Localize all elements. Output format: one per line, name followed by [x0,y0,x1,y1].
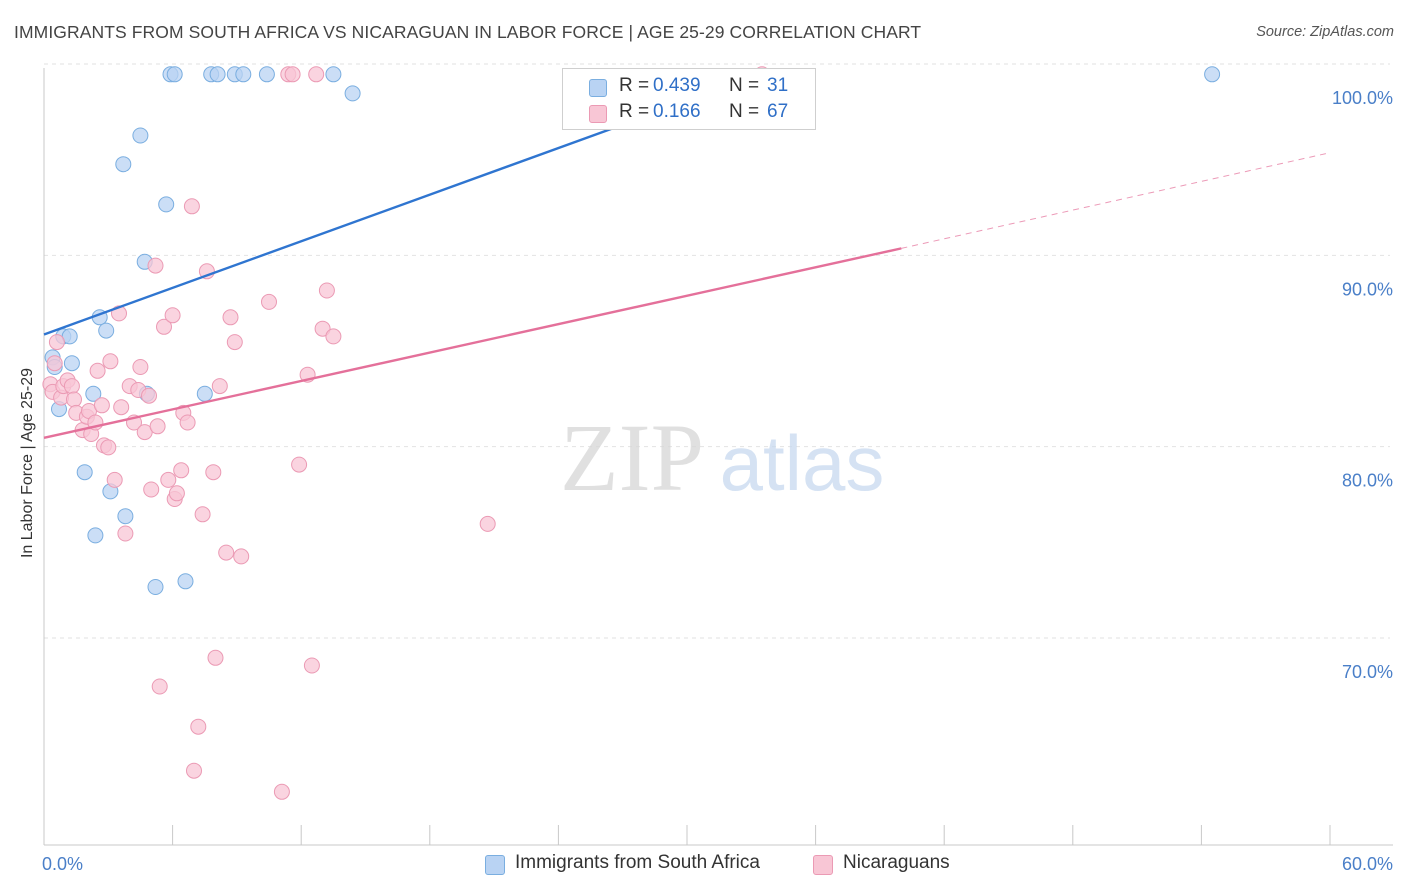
bottom-legend-swatch-blue [485,855,505,875]
nicaraguan-point [100,439,117,456]
tick-labels: 70.0% 80.0% 90.0% 100.0% 0.0% 60.0% [42,88,1393,874]
nicaraguan-point [164,307,181,324]
nicaraguan-point [233,548,250,565]
nicaraguan-point [325,328,342,345]
south-africa-point [166,66,183,83]
south-africa-point [76,464,93,481]
south-africa-point [115,156,132,173]
nicaraguan-point [284,66,301,83]
south-africa-point [132,127,149,144]
watermark-zip: ZIP [560,404,704,511]
south-africa-point [177,573,194,590]
nicaraguan-point [106,471,123,488]
south-africa-point [344,85,361,102]
nicaraguan-point [205,464,222,481]
legend-n-value: 67 [767,101,789,122]
south-africa-point [147,579,164,595]
data-points [42,66,1221,800]
legend-r-value: 0.439 [653,75,701,96]
nicaraguan-point [89,362,106,379]
nicaraguan-trend-line [43,247,902,439]
watermark: ZIP atlas [560,404,884,511]
nicaraguan-point [147,257,164,274]
nicaraguan-point [141,387,157,404]
nicaraguan-point [113,399,130,416]
nicaraguan-point [168,485,185,502]
south-africa-point [158,196,175,213]
nicaraguan-point [318,282,335,299]
legend-r-value: 0.166 [653,101,701,122]
nicaraguan-point [173,462,190,479]
nicaraguan-point [66,391,82,408]
south-africa-point [258,66,275,83]
y-tick-label: 100.0% [1332,88,1393,108]
nicaraguan-point [479,515,496,532]
gridlines [44,63,1390,639]
nicaraguan-point [186,762,202,779]
legend-r-label: R = [619,101,650,122]
chart-title: IMMIGRANTS FROM SOUTH AFRICA VS NICARAGU… [14,22,922,42]
south-africa-point [98,322,115,339]
legend-swatch-pink [589,105,607,123]
legend-n-value: 31 [767,75,789,96]
bottom-legend-label: Nicaraguans [843,852,950,873]
nicaraguan-point [48,334,65,351]
nicaraguan-point [207,649,224,666]
bottom-legend-label: Immigrants from South Africa [515,852,760,873]
nicaraguan-point [179,414,196,431]
y-tick-label: 70.0% [1342,662,1393,682]
nicaraguan-point [222,309,239,326]
axes [43,68,1393,846]
south-africa-point [1204,66,1221,83]
nicaraguan-point [261,293,277,310]
south-africa-point [85,385,102,402]
south-africa-point [87,527,104,544]
nicaraguan-trend-extension [901,152,1331,249]
nicaraguan-point [46,355,63,372]
bottom-legend-swatch-pink [813,855,833,875]
south-africa-point [117,508,134,525]
nicaraguan-point [143,481,160,498]
nicaraguan-point [102,353,119,370]
nicaraguan-point [117,525,134,542]
nicaraguan-point [303,657,320,674]
nicaraguan-point [194,506,211,523]
y-axis-label: In Labor Force | Age 25-29 [19,367,36,559]
south-africa-point [325,66,342,83]
nicaraguan-point [291,456,308,473]
y-tick-label: 80.0% [1342,471,1393,491]
south-africa-point [196,385,213,402]
nicaraguan-point [190,718,207,735]
source-label: Source: ZipAtlas.com [1256,24,1394,40]
nicaraguan-point [314,320,331,337]
nicaraguan-point [226,334,243,351]
nicaraguan-point [218,544,235,561]
legend-swatch-blue [589,79,607,97]
south-africa-point [235,66,252,83]
legend-r-label: R = [619,75,650,96]
legend-n-label: N = [729,101,760,122]
nicaraguan-point [132,359,149,375]
legend-n-label: N = [729,75,760,96]
south-africa-point [209,66,226,83]
nicaraguan-point [160,471,177,488]
watermark-atlas: atlas [720,419,885,507]
nicaraguan-point [183,198,200,215]
stats-legend: R = 0.439 N = 31 R = 0.166 N = 67 [562,68,816,130]
nicaraguan-point [211,378,228,395]
x-tick-label: 60.0% [1342,854,1393,874]
nicaraguan-point [156,318,172,335]
nicaraguan-point [273,783,290,800]
y-tick-label: 90.0% [1342,279,1393,299]
nicaraguan-point [93,397,110,414]
nicaraguan-point [308,66,325,83]
x-tick-label: 0.0% [42,854,83,874]
nicaraguan-point [149,418,166,435]
nicaraguan-point [63,378,80,395]
nicaraguan-point [151,678,168,695]
south-africa-point [63,355,80,372]
